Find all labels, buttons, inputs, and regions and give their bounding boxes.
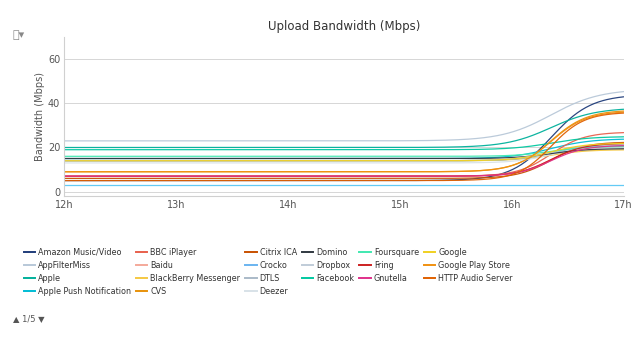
- Legend: Amazon Music/Video, AppFilterMiss, Apple, Apple Push Notification, BBC iPlayer, : Amazon Music/Video, AppFilterMiss, Apple…: [24, 248, 512, 296]
- Y-axis label: Bandwidth (Mbps): Bandwidth (Mbps): [35, 72, 45, 161]
- Text: ▲ 1/5 ▼: ▲ 1/5 ▼: [13, 314, 44, 323]
- Title: Upload Bandwidth (Mbps): Upload Bandwidth (Mbps): [268, 20, 420, 33]
- Text: ⛯▾: ⛯▾: [13, 30, 25, 41]
